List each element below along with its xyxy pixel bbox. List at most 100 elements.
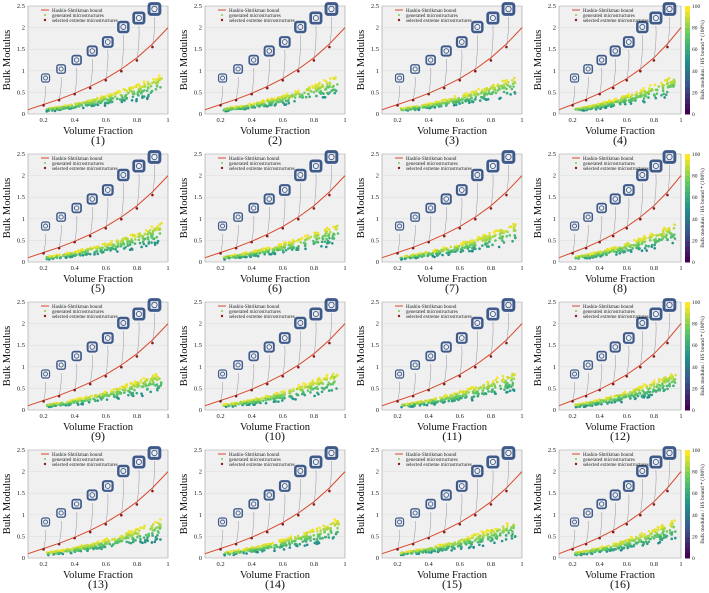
generated-point — [158, 377, 161, 381]
generated-point — [304, 247, 307, 251]
generated-point — [102, 250, 105, 254]
legend-entry: generated microstructures — [229, 162, 281, 167]
y-tick-label: 1.5 — [371, 490, 379, 497]
connector-line — [136, 321, 140, 357]
connector-line — [298, 34, 301, 72]
connector-line — [613, 354, 616, 385]
generated-point — [307, 92, 310, 96]
selected-point — [411, 98, 415, 102]
generated-point — [511, 530, 514, 533]
connector-line — [121, 478, 124, 516]
selected-point — [88, 382, 92, 386]
selected-point — [88, 530, 92, 534]
generated-point — [250, 401, 253, 404]
generated-point — [316, 231, 320, 234]
generated-point — [66, 251, 69, 255]
generated-point — [648, 87, 651, 90]
generated-point — [335, 387, 338, 390]
generated-point — [478, 538, 482, 542]
generated-point — [618, 544, 622, 548]
generated-point — [59, 255, 63, 259]
generated-point — [158, 232, 162, 235]
generated-point — [279, 539, 283, 542]
generated-point — [492, 533, 496, 537]
generated-point — [645, 249, 649, 252]
y-tick-label: 1.5 — [548, 46, 556, 53]
microstructure-thumbnail — [117, 20, 130, 34]
panel-14: 0.2 0.4 0.6 0.8 1 0 0.5 1 1.5 2 2.5 Volume Fraction… — [177, 444, 354, 592]
generated-point — [467, 249, 471, 253]
y-axis-label: Bulk Modulus — [533, 178, 544, 238]
generated-point — [420, 104, 424, 108]
generated-point — [315, 94, 318, 98]
generated-point — [466, 244, 469, 248]
connector-line — [444, 502, 447, 533]
generated-point — [480, 90, 484, 94]
connector-line — [613, 206, 616, 237]
generated-point — [285, 92, 289, 96]
generated-point — [108, 542, 112, 546]
generated-point — [655, 385, 659, 389]
y-tick-label: 0 — [376, 111, 379, 118]
generated-point — [501, 229, 504, 232]
generated-point — [673, 377, 677, 381]
generated-point — [332, 77, 336, 81]
generated-point — [146, 387, 149, 391]
generated-point — [584, 106, 587, 110]
generated-point — [115, 97, 119, 101]
generated-point — [444, 247, 447, 251]
generated-point — [471, 398, 474, 402]
generated-point — [464, 393, 468, 396]
generated-point — [141, 96, 144, 100]
generated-point — [487, 537, 490, 541]
generated-point — [450, 549, 453, 552]
generated-point — [647, 388, 650, 391]
x-tick-label: 0.6 — [623, 413, 632, 420]
generated-point — [630, 93, 634, 97]
generated-point — [151, 232, 155, 235]
generated-point — [284, 242, 287, 246]
generated-point — [135, 391, 139, 395]
generated-point — [435, 546, 438, 549]
generated-point — [450, 545, 454, 549]
x-tick-label: 0.8 — [133, 413, 141, 420]
generated-point — [143, 380, 147, 383]
generated-microstructures — [222, 518, 341, 557]
generated-point — [493, 386, 497, 389]
panel-label: (10) — [265, 429, 285, 443]
y-tick-label: 0.5 — [548, 237, 556, 244]
selected-point — [297, 217, 300, 221]
generated-point — [88, 396, 91, 399]
microstructure-thumbnail — [486, 455, 500, 469]
panel-13: 0.2 0.4 0.6 0.8 1 0 0.5 1 1.5 2 2.5 Volume Fraction… — [0, 444, 177, 592]
x-axis-label: Volume Fraction — [63, 570, 134, 581]
generated-point — [649, 532, 652, 536]
selected-point — [135, 207, 139, 210]
selected-point — [265, 234, 269, 238]
y-tick-label: 0 — [553, 259, 556, 266]
generated-point — [150, 541, 154, 544]
connector-line — [74, 363, 78, 391]
generated-point — [82, 544, 86, 548]
generated-point — [115, 393, 119, 397]
generated-point — [47, 403, 51, 407]
generated-point — [290, 541, 294, 544]
connector-line — [105, 493, 109, 525]
generated-point — [105, 398, 109, 401]
panel-label: (1) — [91, 133, 105, 147]
generated-point — [635, 91, 639, 94]
generated-point — [330, 89, 333, 93]
panel-6: 0.2 0.4 0.6 0.8 1 0 0.5 1 1.5 2 2.5 Volume Fraction… — [177, 148, 354, 296]
generated-point — [499, 387, 503, 390]
generated-point — [514, 236, 517, 240]
generated-point — [492, 84, 496, 87]
generated-point — [109, 249, 112, 252]
generated-point — [615, 394, 618, 397]
generated-point — [661, 382, 664, 386]
generated-point — [618, 101, 622, 105]
selected-point — [73, 92, 76, 96]
generated-point — [494, 532, 498, 536]
generated-point — [450, 249, 453, 253]
generated-point — [468, 94, 471, 97]
